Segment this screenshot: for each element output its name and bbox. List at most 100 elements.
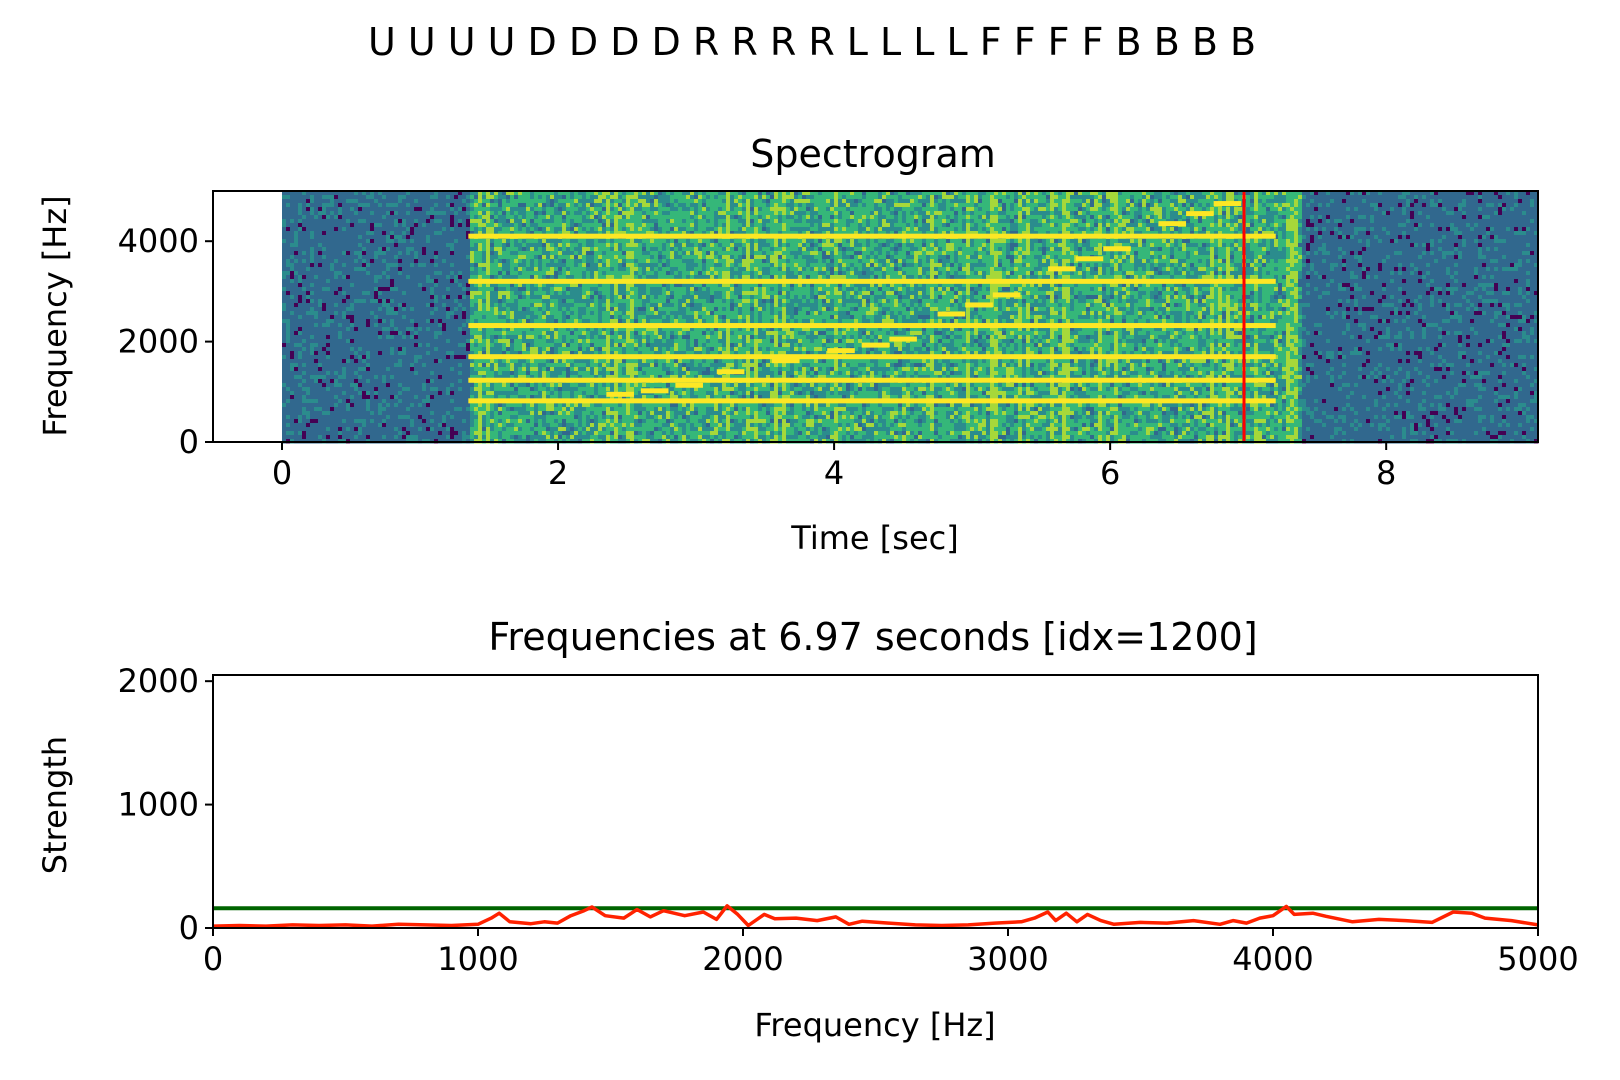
spectrogram-cell [494, 319, 499, 324]
spectrogram-cell [366, 295, 371, 300]
spectrogram-cell [302, 295, 307, 300]
spectrogram-cell [422, 347, 427, 352]
spectrogram-cell [474, 255, 479, 260]
spectrogram-cell [374, 251, 379, 256]
spectrogram-cell [302, 327, 307, 332]
spectrogram-cell [310, 395, 315, 400]
spectrogram-cell [426, 323, 431, 328]
spectrogram-cell [350, 287, 355, 292]
spectrogram-cell [294, 279, 299, 284]
spectrogram-cell [454, 367, 459, 372]
spectrogram-cell [398, 427, 403, 432]
spectrogram-cell [470, 311, 475, 316]
spectrogram-cell [378, 315, 383, 320]
spectrogram-cell [474, 427, 479, 432]
spectrogram-cell [386, 299, 391, 304]
spectrogram-cell [390, 259, 395, 264]
spectrogram-cell [398, 271, 403, 276]
spectrogram-cell [390, 407, 395, 412]
spectrogram-cell [318, 395, 323, 400]
spectrogram-cell [422, 391, 427, 396]
spectrogram-cell [390, 243, 395, 248]
spectrogram-cell [422, 203, 427, 208]
spectrogram-cell [426, 355, 431, 360]
spectrogram-cell [282, 235, 287, 240]
spectrogram-cell [398, 383, 403, 388]
spectrogram-cell [326, 287, 331, 292]
spectrogram-cell [446, 243, 451, 248]
spectrogram-cell [346, 203, 351, 208]
spectrogram-cell [302, 407, 307, 412]
spectrogram-cell [450, 307, 455, 312]
spectrogram-cell [338, 323, 343, 328]
spectrogram-cell [378, 339, 383, 344]
spectrogram-cell [326, 299, 331, 304]
spectrogram-cell [346, 435, 351, 440]
spectrogram-cell [302, 207, 307, 212]
spectrogram-cell [366, 263, 371, 268]
spectrogram-cell [338, 259, 343, 264]
spectrogram-cell [410, 307, 415, 312]
spectrogram-cell [334, 423, 339, 428]
spectrogram-cell [474, 415, 479, 420]
spectrogram-cell [294, 371, 299, 376]
spectrogram-cell [294, 415, 299, 420]
spectrogram-cell [398, 311, 403, 316]
spectrogram-cell [434, 415, 439, 420]
spectrogram-cell [298, 243, 303, 248]
spectrogram-cell [334, 227, 339, 232]
spectrogram-cell [470, 423, 475, 428]
spectrogram-cell [402, 339, 407, 344]
spectrogram-cell [406, 263, 411, 268]
spectrogram-cell [342, 263, 347, 268]
spectrogram-cell [414, 259, 419, 264]
spectrogram-cell [314, 299, 319, 304]
spectrogram-cell [438, 311, 443, 316]
spectrogram-cell [330, 343, 335, 348]
spectrogram-cell [354, 231, 359, 236]
spectrogram-cell [406, 235, 411, 240]
spectrogram-cell [438, 271, 443, 276]
spectrogram-cell [498, 223, 503, 228]
spectrogram-cell [302, 251, 307, 256]
spectrogram-cell [338, 355, 343, 360]
spectrogram-cell [282, 247, 287, 252]
spectrogram-cell [382, 215, 387, 220]
spectrogram-cell [450, 251, 455, 256]
spectrogram-cell [462, 287, 467, 292]
spectrogram-cell [306, 299, 311, 304]
spectrogram-cell [366, 391, 371, 396]
spectrogram-cell [326, 291, 331, 296]
spectrogram-cell [418, 243, 423, 248]
spectrogram-cell [474, 371, 479, 376]
spectrogram-cell [362, 395, 367, 400]
spectrogram-cell [386, 359, 391, 364]
spectrogram-cell [322, 243, 327, 248]
spectrogram-cell [358, 231, 363, 236]
spectrogram-cell [322, 207, 327, 212]
spectrogram-cell [462, 227, 467, 232]
spectrogram-cell [298, 351, 303, 356]
spectrogram-cell [410, 427, 415, 432]
spectrogram-cell [290, 407, 295, 412]
spectrogram-cell [410, 371, 415, 376]
spectrogram-cell [306, 195, 311, 200]
spectrogram-cell [382, 275, 387, 280]
spectrogram-cell [410, 231, 415, 236]
spectrogram-cell [402, 363, 407, 368]
spectrogram-cell [414, 363, 419, 368]
spectrogram-cell [290, 351, 295, 356]
spectrogram-cell [370, 223, 375, 228]
spectrogram-cell [418, 223, 423, 228]
spectrogram-cell [370, 299, 375, 304]
spectrogram-cell [466, 251, 471, 256]
spectrogram-cell [430, 359, 435, 364]
spectrogram-cell [482, 347, 487, 352]
spectrogram-cell [362, 411, 367, 416]
spectrogram-cell [478, 207, 483, 212]
spectrogram-cell [418, 371, 423, 376]
spectrogram-cell [318, 367, 323, 372]
spectrogram-cell [342, 343, 347, 348]
spectrogram-cell [286, 231, 291, 236]
spectrogram-cell [370, 287, 375, 292]
